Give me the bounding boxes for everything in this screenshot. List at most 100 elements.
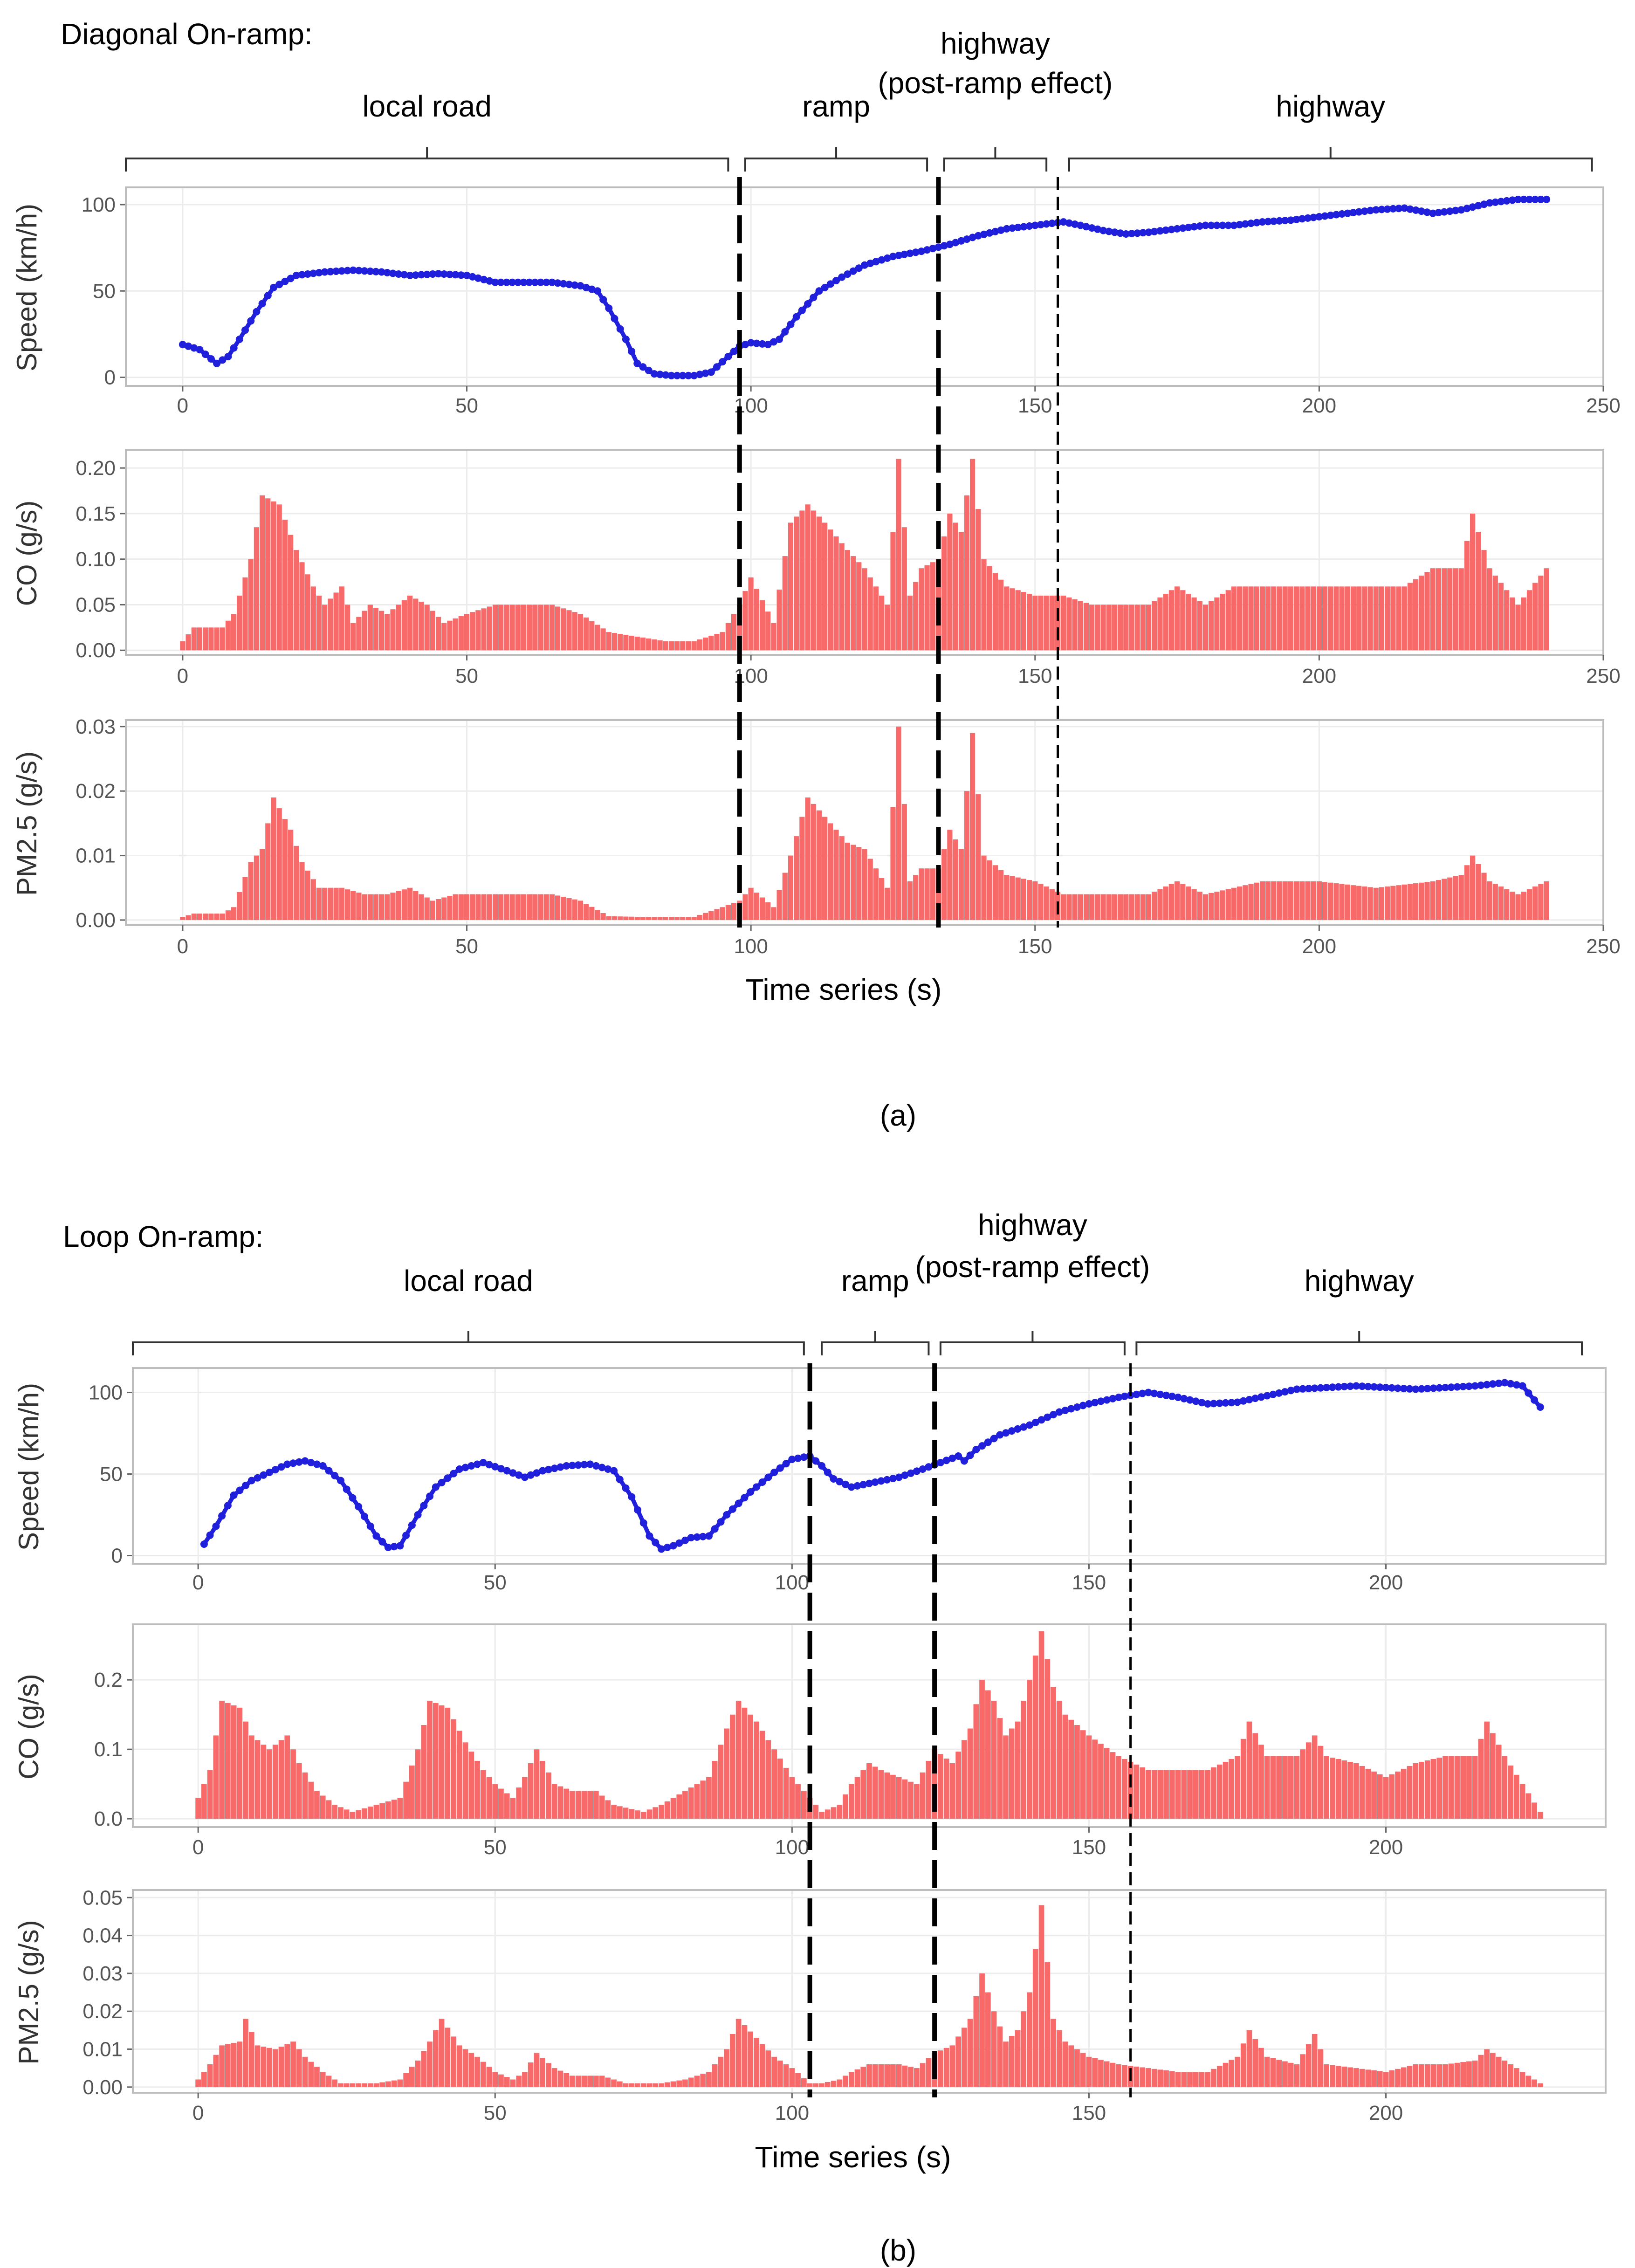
bar-PM2.5	[813, 2083, 819, 2087]
bar-CO	[1481, 550, 1487, 651]
bar-CO	[943, 1759, 949, 1819]
bar-CO	[271, 501, 276, 651]
bar-CO	[1140, 1767, 1145, 1819]
bar-PM2.5	[640, 2083, 646, 2087]
bar-PM2.5	[561, 897, 566, 920]
bar-CO	[379, 611, 385, 651]
bar-PM2.5	[735, 2019, 742, 2087]
speed-point	[544, 1465, 552, 1473]
bar-CO	[504, 605, 509, 651]
bar-CO	[879, 595, 885, 651]
speed-point	[309, 269, 317, 277]
bar-CO	[441, 623, 447, 651]
bar-CO	[191, 627, 197, 651]
bar-CO	[896, 459, 901, 651]
bar-CO	[854, 1777, 860, 1819]
bar-CO	[284, 1735, 290, 1819]
bar-PM2.5	[1345, 884, 1350, 920]
bar-CO	[1211, 1767, 1216, 1819]
bar-CO	[851, 556, 856, 651]
bar-CO	[1214, 597, 1220, 651]
speed-point	[798, 306, 806, 314]
bar-PM2.5	[720, 907, 725, 920]
speed-point	[1002, 1429, 1010, 1437]
speed-point	[705, 1532, 713, 1540]
speed-point	[815, 287, 823, 295]
bar-PM2.5	[1191, 889, 1197, 920]
speed-point	[201, 351, 209, 358]
bar-CO	[688, 1787, 694, 1819]
bar-CO	[1538, 575, 1544, 651]
bar-PM2.5	[362, 894, 367, 920]
bar-CO	[1300, 1749, 1305, 1819]
speed-point	[1239, 1397, 1247, 1405]
x-tick-label: 50	[455, 935, 478, 958]
x-tick-label: 0	[177, 394, 188, 417]
speed-point	[343, 267, 351, 275]
bar-CO	[515, 605, 521, 651]
bar-CO	[1078, 601, 1083, 651]
bar-CO	[914, 1784, 920, 1819]
bar-PM2.5	[271, 797, 276, 920]
bar-PM2.5	[845, 842, 850, 920]
x-tick-label: 200	[1302, 665, 1336, 687]
bar-PM2.5	[1086, 2056, 1092, 2087]
bar-PM2.5	[1401, 2067, 1407, 2087]
bar-CO	[1341, 1760, 1347, 1819]
bar-CO	[1413, 579, 1419, 651]
bar-CO	[907, 595, 913, 651]
bar-PM2.5	[521, 894, 527, 920]
bar-PM2.5	[401, 889, 407, 920]
bar-CO	[1389, 1774, 1395, 1819]
speed-point	[679, 371, 687, 379]
bar-PM2.5	[1027, 1992, 1032, 2087]
speed-point	[206, 1531, 214, 1539]
bar-PM2.5	[180, 917, 185, 920]
bar-CO	[1123, 605, 1129, 651]
bar-CO	[1271, 586, 1277, 651]
speed-point	[788, 1456, 796, 1463]
bar-CO	[1496, 1745, 1502, 1819]
bar-CO	[561, 608, 566, 651]
speed-point	[577, 282, 584, 290]
bar-CO	[1235, 1756, 1240, 1819]
speed-point	[1020, 1423, 1028, 1431]
bar-CO	[902, 1779, 908, 1819]
bar-PM2.5	[1134, 894, 1140, 920]
bar-CO	[991, 1700, 997, 1819]
speed-point	[1059, 218, 1067, 226]
bar-PM2.5	[516, 2076, 522, 2087]
x-tick-label: 200	[1369, 1571, 1403, 1594]
bar-CO	[878, 1770, 884, 1819]
speed-point	[292, 271, 300, 279]
speed-point	[594, 287, 601, 295]
bar-CO	[1199, 1770, 1205, 1819]
segment-brace	[132, 1331, 805, 1355]
speed-point	[872, 258, 880, 266]
bar-PM2.5	[653, 2083, 659, 2087]
bar-PM2.5	[220, 914, 225, 920]
bar-PM2.5	[1152, 892, 1157, 920]
speed-point	[830, 1475, 838, 1483]
bar-PM2.5	[1146, 2068, 1151, 2087]
bar-CO	[1538, 1812, 1543, 1819]
bar-CO	[595, 625, 600, 651]
y-tick-label: 0.05	[76, 593, 116, 616]
bar-PM2.5	[629, 916, 634, 920]
bar-PM2.5	[1123, 894, 1129, 920]
bar-PM2.5	[1300, 2054, 1305, 2087]
bar-PM2.5	[1288, 2062, 1294, 2087]
speed-point	[190, 344, 198, 352]
bar-PM2.5	[1407, 884, 1413, 920]
bar-CO	[282, 519, 288, 651]
x-tick-label: 150	[1018, 394, 1052, 417]
x-tick-label: 150	[1072, 1836, 1106, 1859]
bar-CO	[267, 1749, 272, 1819]
speed-point	[509, 1469, 517, 1477]
speed-point	[907, 1469, 915, 1477]
x-tick-label: 200	[1302, 394, 1336, 417]
bar-CO	[1187, 1770, 1193, 1819]
y-tick-label: 0.02	[76, 780, 116, 803]
y-axis-label: PM2.5 (g/s)	[13, 1920, 44, 2064]
bar-PM2.5	[914, 2068, 920, 2087]
